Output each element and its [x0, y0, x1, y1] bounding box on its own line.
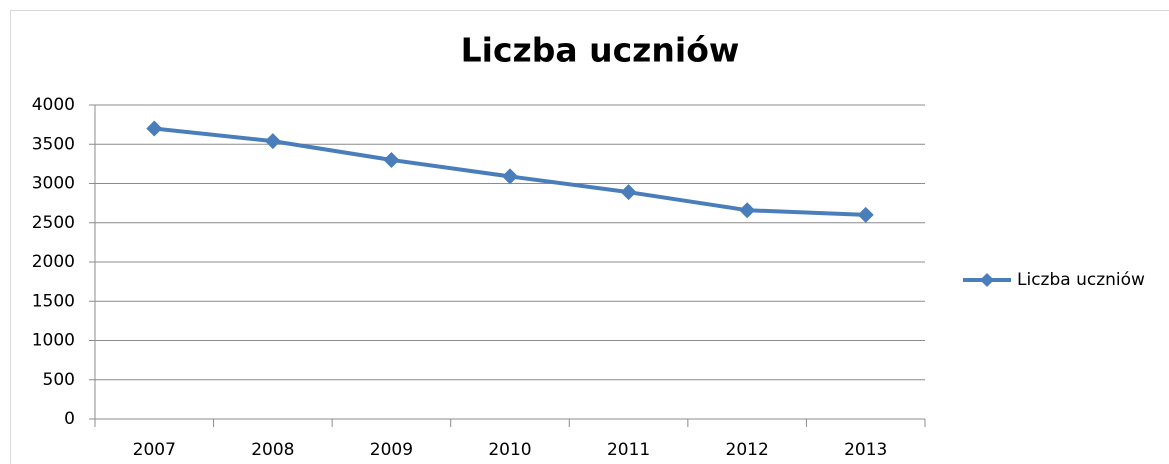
data-point — [620, 184, 637, 201]
x-tick-label: 2010 — [488, 440, 531, 460]
x-tick-label: 2009 — [370, 440, 413, 460]
data-point — [264, 133, 281, 150]
y-tick-label: 3000 — [32, 174, 75, 194]
y-tick-label: 500 — [43, 370, 75, 390]
data-point — [383, 151, 400, 168]
y-tick-label: 2500 — [32, 213, 75, 233]
y-tick-label: 2000 — [32, 252, 75, 272]
x-tick-label: 2011 — [607, 440, 650, 460]
chart-title: Liczba uczniów — [461, 31, 740, 70]
x-tick-label: 2008 — [251, 440, 294, 460]
x-tick-label: 2007 — [133, 440, 176, 460]
y-tick-label: 0 — [64, 409, 75, 429]
y-tick-label: 1000 — [32, 331, 75, 351]
legend-label: Liczba uczniów — [1017, 270, 1145, 290]
y-tick-label: 3500 — [32, 134, 75, 154]
data-point — [502, 168, 518, 185]
y-tick-label: 4000 — [32, 95, 75, 115]
chart-border — [10, 10, 1169, 464]
data-point — [146, 120, 163, 137]
y-tick-label: 1500 — [32, 291, 75, 311]
legend-marker — [980, 273, 994, 287]
x-tick-label: 2012 — [726, 440, 769, 460]
data-point — [739, 202, 756, 219]
data-point — [857, 206, 874, 223]
x-tick-label: 2013 — [844, 440, 887, 460]
